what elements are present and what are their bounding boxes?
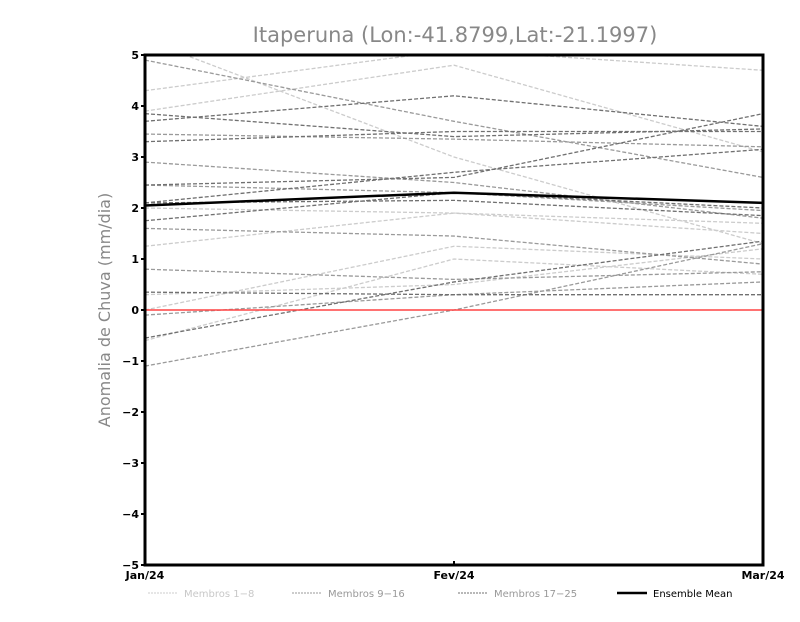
legend-item-1: Membros 1−8 [148,589,254,600]
y-tick-label: −1 [122,355,139,368]
member-line-group2-3 [145,161,763,219]
member-line-group3-9 [145,240,763,339]
y-tick-label: 3 [131,151,139,164]
legend-label: Membros 17−25 [494,589,577,600]
y-tick-label: 4 [131,100,139,113]
member-line-group2-1 [145,59,763,179]
x-tick-label: Jan/24 [125,569,165,582]
member-line-group1-4 [145,212,763,247]
member-line-group3-8 [145,291,763,296]
member-line-group3-4 [145,113,763,186]
member-line-group3-5 [145,148,763,204]
member-line-group2-6 [145,268,763,281]
y-tick-label: −4 [122,508,139,521]
member-line-group3-2 [145,95,763,128]
member-line-group3-1 [145,113,763,138]
member-line-group2-4 [145,184,763,212]
y-axis-label: Anomalia de Chuva (mm/dia) [95,193,114,427]
member-line-group2-5 [145,227,763,265]
legend-item-2: Membros 9−16 [292,589,405,600]
x-tick-label: Fev/24 [433,569,474,582]
y-tick-label: 2 [131,202,139,215]
member-line-group1-6 [145,258,763,342]
y-tick-label: 1 [131,253,139,266]
member-line-group1-3 [183,55,763,245]
member-line-group2-8 [145,243,763,367]
legend-label: Membros 1−8 [184,589,254,600]
y-tick-label: 0 [131,304,139,317]
member-line-group1-8 [145,248,763,296]
y-tick-label: −5 [122,559,139,572]
member-line-group3-3 [145,130,763,143]
member-line-group1-7 [145,207,763,235]
x-tick-label: Mar/24 [741,569,784,582]
legend-item-4: Ensemble Mean [617,589,732,600]
member-line-group1-1 [145,55,763,92]
legend-label: Ensemble Mean [653,589,732,600]
y-tick-label: −2 [122,406,139,419]
member-line-group3-7 [145,192,763,222]
legend-label: Membros 9−16 [328,589,405,600]
y-tick-label: 5 [131,49,139,62]
chart-title: Itaperuna (Lon:-41.8799,Lat:-21.1997) [253,23,658,47]
member-line-group1-5 [145,245,763,311]
legend-item-3: Membros 17−25 [458,589,577,600]
member-line-group2-2 [145,133,763,148]
ensemble-mean-line [145,191,763,207]
member-line-group1-2 [145,64,763,153]
y-tick-label: −3 [122,457,139,470]
